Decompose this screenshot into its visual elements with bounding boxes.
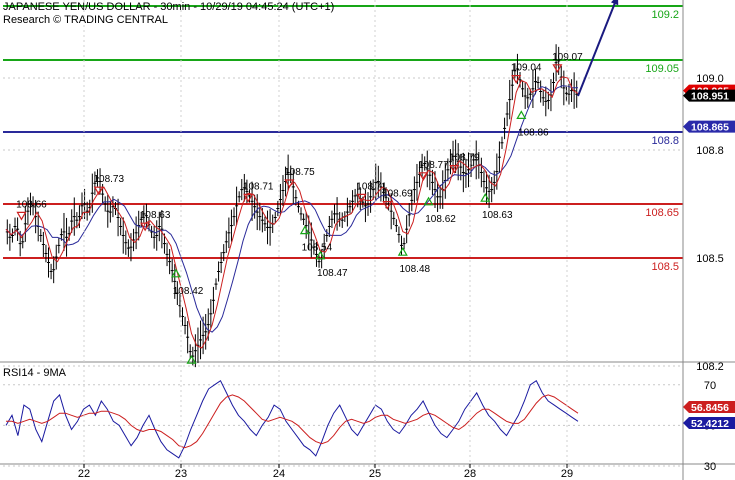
level-label: 108.8 (651, 135, 679, 147)
swing-low-marker (397, 246, 408, 256)
forecast-arrowhead (610, 0, 619, 6)
swing-high-marker (93, 186, 104, 196)
price-tick-label: 108.8 (696, 145, 724, 157)
day-label: 23 (175, 468, 187, 480)
level-label: 108.65 (645, 207, 679, 219)
last-price-label: 108.951 (691, 91, 729, 103)
chart-title: JAPANESE YEN/US DOLLAR - 30min - 10/29/1… (3, 1, 335, 13)
swing-high-label: 108.77 (418, 160, 449, 171)
day-label: 25 (369, 468, 381, 480)
swing-low-label: 108.54 (302, 243, 333, 254)
swing-high-marker (284, 179, 295, 189)
forecast-arrow (577, 0, 619, 97)
swing-high-marker (552, 64, 563, 74)
day-label: 24 (273, 468, 285, 480)
swing-low-marker (171, 268, 182, 278)
swing-low-marker (516, 110, 527, 120)
swing-high-marker (356, 193, 367, 203)
rsi-lines (5, 379, 579, 459)
swing-high-marker (243, 193, 254, 203)
rsi-tick-label: 30 (704, 461, 716, 473)
swing-high-marker (418, 172, 429, 182)
slow-moving-average (5, 85, 578, 333)
swing-high-label: 108.73 (93, 174, 124, 185)
swing-low-marker (480, 192, 491, 202)
last-price-tag (683, 89, 735, 102)
price-candles (5, 44, 579, 368)
rsi-series-rsi14 (5, 379, 579, 459)
swing-high-label: 108.71 (243, 181, 274, 192)
rsi-value-label: 56.8456 (691, 402, 729, 414)
level-label: 109.05 (645, 63, 679, 75)
swing-low-marker (315, 250, 326, 260)
swing-low-label: 108.42 (173, 286, 204, 297)
rsi-tick-label: 70 (704, 380, 716, 392)
swing-low-label: 108.48 (399, 264, 430, 275)
swing-high-label: 108.66 (16, 199, 47, 210)
swing-low-marker (423, 196, 434, 206)
support-resistance-levels: 109.2 109.05 108.8 108.65 108.5 (3, 5, 683, 273)
price-tick-label: 109.0 (696, 73, 724, 85)
swing-low-marker (299, 225, 310, 235)
price-axis: 108.2108.5108.8109.0108.965108.951108.86… (682, 0, 735, 480)
swing-high-label: 108.79 (449, 153, 480, 164)
swing-high-marker (140, 222, 151, 232)
day-label: 22 (78, 468, 90, 480)
swing-high-marker (382, 201, 393, 210)
swing-low-label: 108.63 (482, 210, 513, 221)
swing-high-label: 108.69 (382, 189, 413, 200)
rsi-panel-title: RSI14 - 9MA (3, 367, 66, 379)
rsi-value-tag (683, 417, 735, 429)
rsi-value-label: 52.4212 (691, 418, 729, 430)
day-label: 29 (561, 468, 573, 480)
chart-subtitle: Research © TRADING CENTRAL (3, 14, 168, 26)
swing-low-label: 108.62 (425, 214, 456, 225)
swing-markers: 108.66108.73108.63108.71108.75108.71108.… (16, 52, 583, 364)
forecast-line (577, 0, 618, 97)
rsi-grid (0, 384, 735, 467)
swing-low-marker (186, 354, 197, 364)
swing-high-label: 108.75 (284, 167, 315, 178)
swing-high-marker (511, 74, 522, 84)
price-tick-label: 108.2 (696, 361, 724, 373)
price-tick-label: 108.5 (696, 253, 724, 265)
swing-low-label: 108.47 (317, 268, 348, 279)
level-label: 108.5 (651, 261, 679, 273)
rsi-value-tag (683, 401, 735, 413)
swing-high-marker (16, 211, 27, 221)
swing-high-label: 109.07 (552, 52, 583, 63)
swing-low-label: 108.86 (518, 127, 549, 138)
level-label: 109.2 (651, 9, 679, 21)
swing-high-label: 109.04 (511, 63, 542, 74)
swing-high-label: 108.71 (356, 181, 387, 192)
time-axis: 22 23 24 25 28 29 (78, 0, 573, 480)
ma-value-tag (683, 120, 735, 133)
day-label: 28 (464, 468, 476, 480)
rsi-series-9ma (6, 394, 579, 449)
swing-high-label: 108.63 (140, 210, 171, 221)
swing-high-marker (449, 165, 460, 174)
ma-value-label: 108.865 (691, 122, 729, 134)
